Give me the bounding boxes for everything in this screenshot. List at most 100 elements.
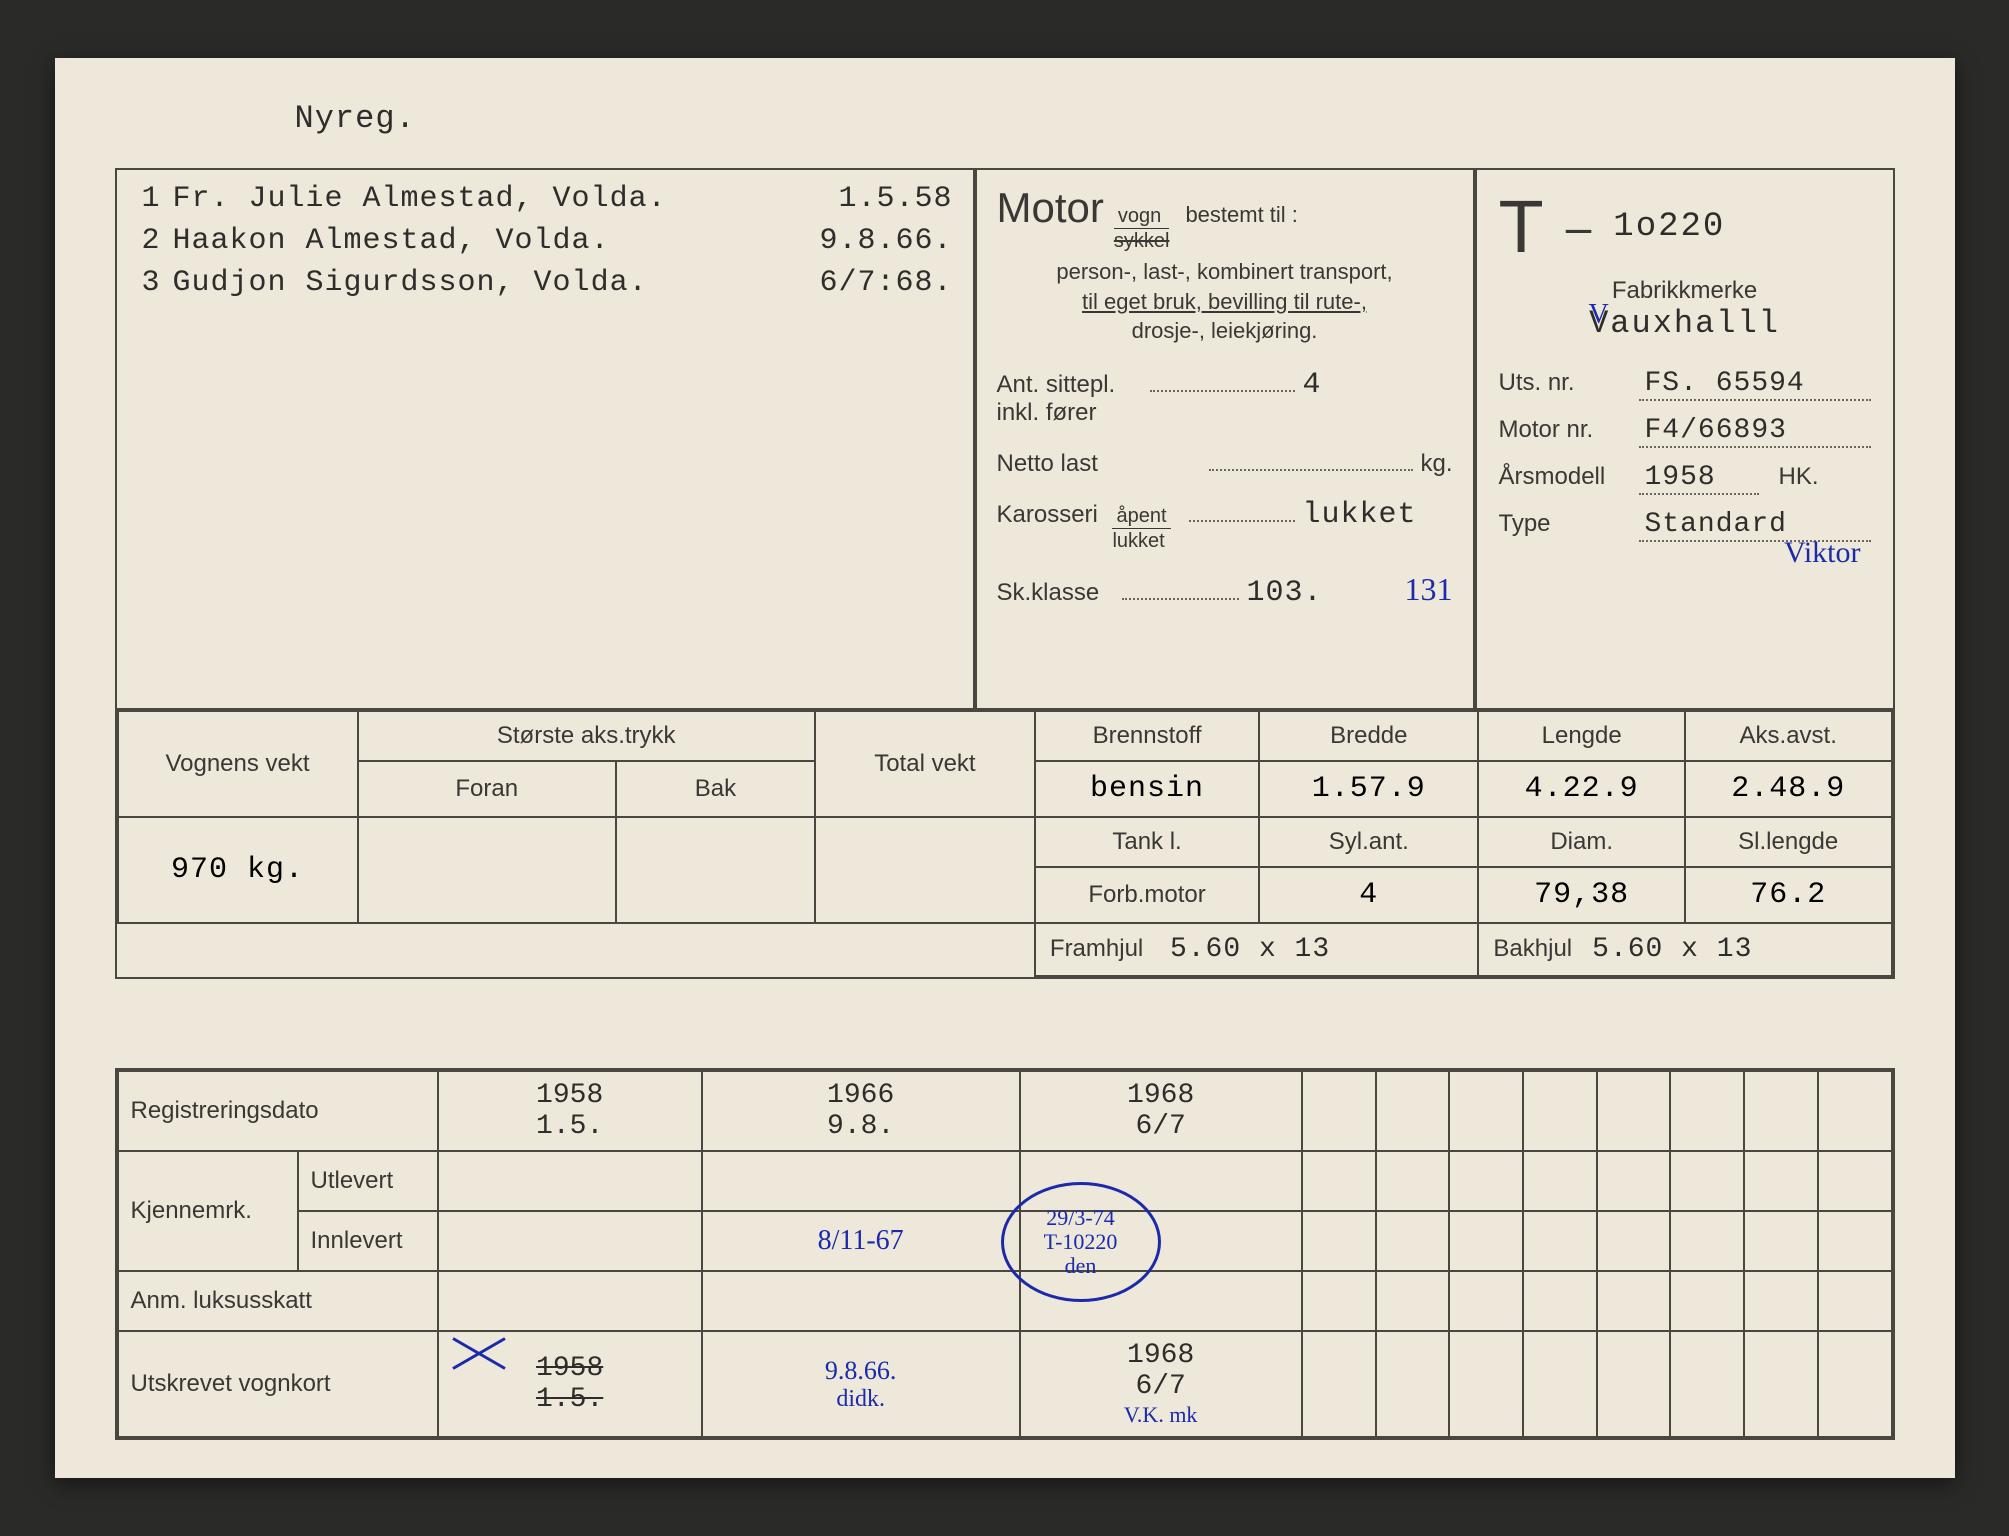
hand-initials: V.K. mk: [1033, 1402, 1289, 1428]
desc-line: person-, last-, kombinert transport,: [997, 257, 1453, 287]
owners-box: 1 Fr. Julie Almestad, Volda. 1.5.58 2 Ha…: [115, 168, 975, 708]
anm-label: Anm. luksusskatt: [118, 1271, 438, 1331]
seats-label: Ant. sittepl. inkl. fører: [997, 371, 1142, 427]
owner-date: 6/7:68.: [783, 266, 953, 300]
owner-date: 9.8.66.: [783, 224, 953, 258]
innlevert-handwritten: 8/11-67: [818, 1225, 904, 1256]
fabrikkmerke-label: Fabrikkmerke: [1499, 277, 1871, 305]
bestemt-label: bestemt til :: [1185, 202, 1297, 228]
aksavst-label: Aks.avst.: [1685, 711, 1892, 761]
lengde-value: 4.22.9: [1478, 761, 1685, 817]
circle-line: 29/3-74: [1046, 1206, 1114, 1230]
lower-table: Registreringsdato 1958 1.5. 1966 9.8. 19…: [117, 1070, 1893, 1438]
skklasse-value: 103.: [1247, 576, 1397, 610]
sllengde-value: 76.2: [1685, 867, 1892, 923]
vognens-vekt-label: Vognens vekt: [118, 711, 358, 817]
utsnr-value: FS. 65594: [1639, 368, 1871, 401]
motornr-label: Motor nr.: [1499, 416, 1639, 444]
utskrevet-label: Utskrevet vognkort: [118, 1331, 438, 1437]
storste-aks-label: Største aks.trykk: [358, 711, 815, 761]
regdato-cell: 1968 6/7: [1020, 1071, 1302, 1151]
fabrikk-hand-v: V: [1589, 299, 1609, 331]
frac-bottom: sykkel: [1114, 229, 1170, 251]
reg-letter: T: [1499, 184, 1544, 269]
lower-grid: Registreringsdato 1958 1.5. 1966 9.8. 19…: [115, 1068, 1895, 1440]
hand-date: 9.8.66.: [715, 1356, 1007, 1386]
date: 6/7: [1033, 1371, 1289, 1402]
diam-value: 79,38: [1478, 867, 1685, 923]
arsmodell-value: 1958: [1639, 462, 1759, 495]
skklasse-handwritten: 131: [1405, 571, 1453, 608]
seats-value: 4: [1303, 368, 1453, 402]
motor-fields: Ant. sittepl. inkl. fører 4 Netto last k…: [997, 368, 1453, 610]
frac-bottom: lukket: [1112, 529, 1170, 551]
registration-card: Nyreg. 1 Fr. Julie Almestad, Volda. 1.5.…: [55, 58, 1955, 1478]
total-vekt-label: Total vekt: [815, 711, 1035, 817]
brennstoff-value: bensin: [1035, 761, 1259, 817]
vogn-sykkel-fraction: vogn sykkel: [1114, 206, 1170, 251]
skklasse-label: Sk.klasse: [997, 579, 1114, 607]
karosseri-label: Karosseri: [997, 501, 1103, 529]
lengde-label: Lengde: [1478, 711, 1685, 761]
desc-line: drosje-, leiekjøring.: [997, 316, 1453, 346]
frac-top: vogn: [1114, 206, 1170, 229]
motor-word: Motor: [997, 184, 1104, 232]
nyreg-label: Nyreg.: [295, 100, 416, 137]
desc-underline: til eget bruk, bevilling til rute-,: [1082, 289, 1367, 314]
kjennemrk-label: Kjennemrk.: [118, 1151, 298, 1271]
owner-name: Gudjon Sigurdsson, Volda.: [173, 266, 783, 300]
arsmodell-label: Årsmodell: [1499, 463, 1639, 491]
owner-index: 3: [127, 266, 161, 300]
forbmotor-label: Forb.motor: [1035, 867, 1259, 923]
measures-table: Vognens vekt Største aks.trykk Total vek…: [117, 710, 1893, 977]
aksavst-value: 2.48.9: [1685, 761, 1892, 817]
motor-description: person-, last-, kombinert transport, til…: [997, 257, 1453, 346]
year: 1958: [451, 1080, 689, 1111]
desc-line: til eget bruk, bevilling til rute-,: [997, 287, 1453, 317]
owner-row: 3 Gudjon Sigurdsson, Volda. 6/7:68.: [127, 266, 953, 300]
utsnr-label: Uts. nr.: [1499, 369, 1639, 397]
top-band: 1 Fr. Julie Almestad, Volda. 1.5.58 2 Ha…: [115, 168, 1895, 708]
date: 1.5.: [451, 1111, 689, 1142]
registration-number: T – 1o220: [1499, 184, 1871, 269]
utlevert-label: Utlevert: [298, 1151, 438, 1211]
hk-label: HK.: [1779, 463, 1819, 491]
framhjul-value: 5.60 x 13: [1170, 934, 1330, 965]
owner-index: 1: [127, 182, 161, 216]
regdato-cell: 1966 9.8.: [702, 1071, 1020, 1151]
fabrikkmerke-value: Vauxhalll: [1589, 305, 1780, 342]
utskrevet-cell: 1958 1.5.: [438, 1331, 702, 1437]
motornr-value: F4/66893: [1639, 415, 1871, 448]
brennstoff-label: Brennstoff: [1035, 711, 1259, 761]
utskrevet-cell: 1968 6/7 V.K. mk: [1020, 1331, 1302, 1437]
reg-number: 1o220: [1613, 208, 1725, 246]
motor-box: Motor vogn sykkel bestemt til : person-,…: [975, 168, 1475, 708]
circle-line: T-10220: [1044, 1230, 1118, 1254]
diam-label: Diam.: [1478, 817, 1685, 867]
foran-label: Foran: [358, 761, 616, 817]
bakhjul-label: Bakhjul: [1493, 935, 1572, 962]
date: 6/7: [1033, 1111, 1289, 1142]
bakhjul-value: 5.60 x 13: [1592, 934, 1752, 965]
utskrevet-cell: 9.8.66. didk.: [702, 1331, 1020, 1437]
year: 1968: [1033, 1080, 1289, 1111]
reg-fields: Uts. nr. FS. 65594 Motor nr. F4/66893 År…: [1499, 368, 1871, 542]
sllengde-label: Sl.lengde: [1685, 817, 1892, 867]
circle-line: den: [1065, 1254, 1097, 1278]
owner-name: Haakon Almestad, Volda.: [173, 224, 783, 258]
type-handwritten: Viktor: [1784, 536, 1861, 570]
bredde-label: Bredde: [1259, 711, 1478, 761]
regdato-cell: 1958 1.5.: [438, 1071, 702, 1151]
sylant-value: 4: [1259, 867, 1478, 923]
karosseri-value: lukket: [1303, 498, 1453, 532]
bak-label: Bak: [616, 761, 815, 817]
netto-label: Netto last: [997, 450, 1201, 478]
date-struck: 1.5.: [451, 1384, 689, 1415]
registration-box: T – 1o220 Fabrikkmerke V Vauxhalll Uts. …: [1475, 168, 1895, 708]
year: 1966: [715, 1080, 1007, 1111]
bredde-value: 1.57.9: [1259, 761, 1478, 817]
owner-row: 1 Fr. Julie Almestad, Volda. 1.5.58: [127, 182, 953, 216]
regdato-label: Registreringsdato: [118, 1071, 438, 1151]
owner-row: 2 Haakon Almestad, Volda. 9.8.66.: [127, 224, 953, 258]
date: 9.8.: [715, 1111, 1007, 1142]
